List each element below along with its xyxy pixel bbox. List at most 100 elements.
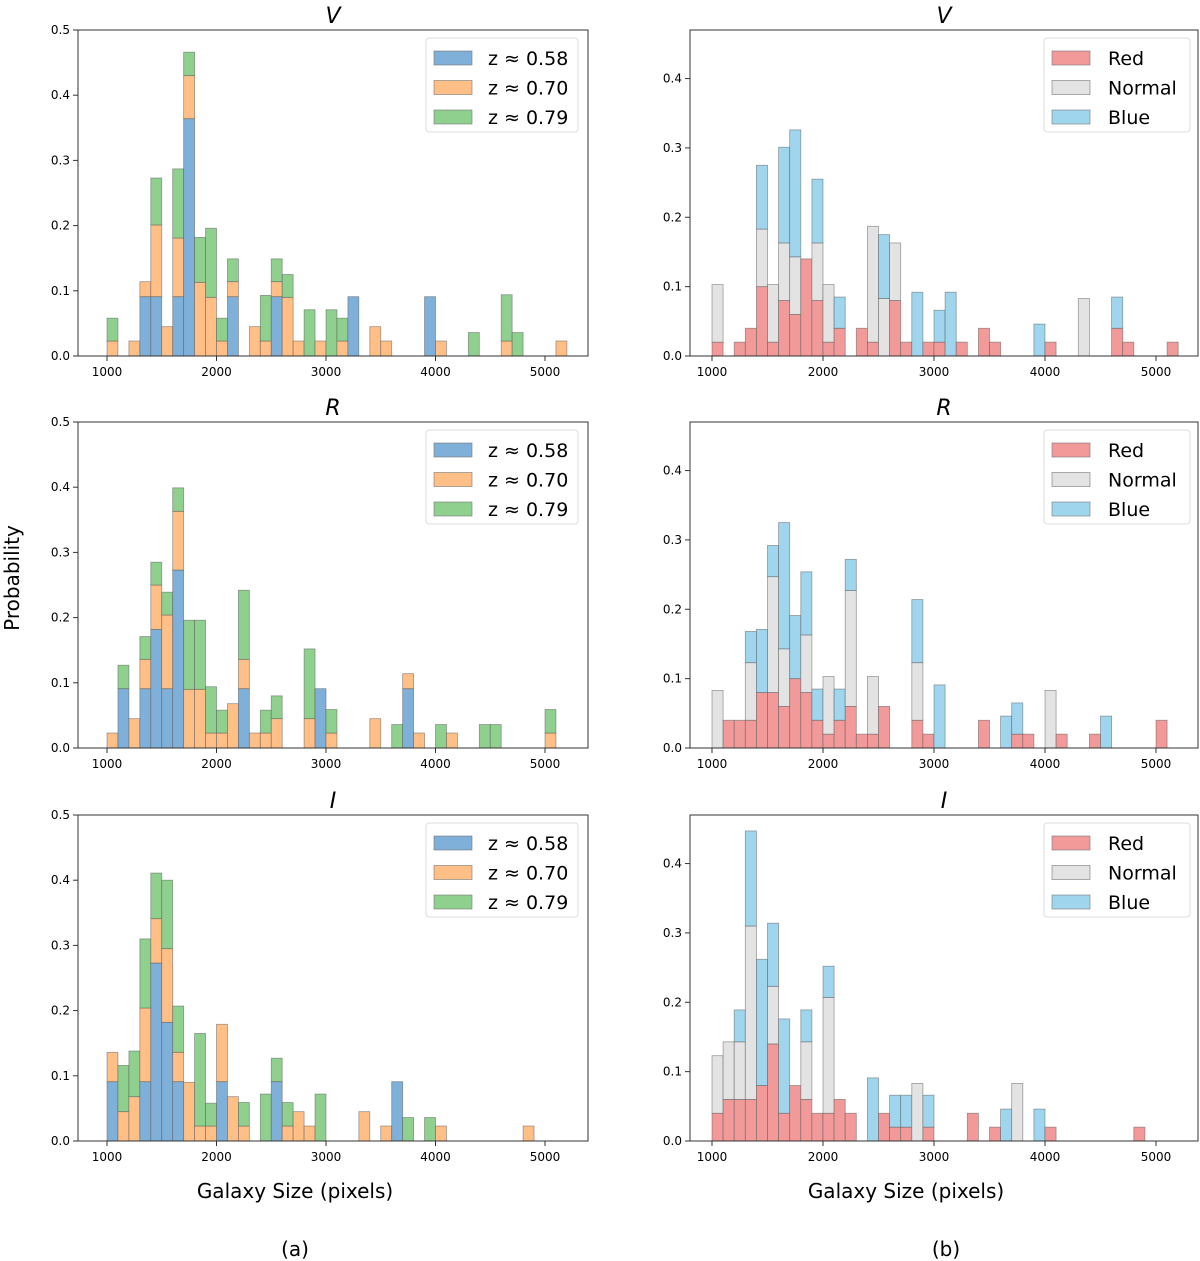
bar-segment xyxy=(1000,1108,1013,1142)
x-tick-label: 5000 xyxy=(1141,1150,1172,1164)
x-axis-label: Galaxy Size (pixels) xyxy=(808,1179,1004,1203)
bar-segment xyxy=(391,1081,404,1142)
bar-segment xyxy=(237,688,250,749)
bar-segment xyxy=(216,340,228,357)
bar-segment xyxy=(756,692,768,749)
x-tick-label: 5000 xyxy=(530,365,561,379)
bar-segment xyxy=(878,1112,891,1142)
bar-segment xyxy=(336,340,349,357)
bar-segment xyxy=(833,719,846,749)
legend-label: Normal xyxy=(1108,863,1177,885)
bar-segment xyxy=(500,294,513,342)
bar-segment xyxy=(402,688,414,749)
bar-segment xyxy=(1044,1126,1057,1142)
bar-segment xyxy=(900,1094,913,1128)
bar-segment xyxy=(944,291,957,357)
bar-segment xyxy=(391,724,404,749)
bar-segment xyxy=(369,326,382,357)
bar-segment xyxy=(489,724,502,749)
y-tick-label: 0.2 xyxy=(51,611,70,625)
bar-segment xyxy=(789,678,802,749)
bar-segment xyxy=(844,590,857,707)
bar-segment xyxy=(150,177,163,226)
bar-segment xyxy=(811,719,824,749)
bar-segment xyxy=(555,340,568,357)
x-tick-label: 2000 xyxy=(808,757,839,771)
bar-segment xyxy=(733,1041,746,1100)
bar-segment xyxy=(778,1112,791,1142)
bar-segment xyxy=(833,688,846,721)
legend-label: z ≈ 0.79 xyxy=(488,107,568,129)
bar-segment xyxy=(911,1083,924,1142)
bar-segment xyxy=(303,718,316,749)
x-tick-label: 1000 xyxy=(92,1150,123,1164)
bar-segment xyxy=(844,1112,857,1142)
bar-segment xyxy=(1089,733,1101,749)
bar-segment xyxy=(778,705,791,749)
x-tick-label: 1000 xyxy=(697,365,728,379)
bar-segment xyxy=(172,1005,185,1053)
bar-segment xyxy=(733,1009,746,1043)
bar-segment xyxy=(878,234,891,299)
bar-segment xyxy=(867,341,879,357)
bar-segment xyxy=(544,732,557,749)
bar-segment xyxy=(435,724,447,749)
bar-segment xyxy=(150,872,163,920)
bar-segment xyxy=(789,313,802,357)
y-tick-label: 0.1 xyxy=(51,676,70,690)
bar-segment xyxy=(117,688,130,749)
legend-swatch xyxy=(433,472,473,487)
bar-segment xyxy=(789,1085,802,1142)
bar-segment xyxy=(216,1023,228,1083)
bar-segment xyxy=(756,164,768,230)
y-tick-label: 0.3 xyxy=(663,141,682,155)
bar-segment xyxy=(128,1096,141,1142)
panel-title: V xyxy=(936,4,953,29)
bar-segment xyxy=(325,309,338,357)
bar-segment xyxy=(1033,1108,1046,1142)
bar-segment xyxy=(237,1125,250,1142)
bar-segment xyxy=(978,327,990,357)
y-tick-label: 0.0 xyxy=(663,1134,682,1148)
legend-swatch xyxy=(1051,894,1091,910)
bar-segment xyxy=(106,340,119,357)
legend-swatch xyxy=(433,501,473,517)
bar-segment xyxy=(844,705,857,749)
bar-segment xyxy=(237,1102,250,1127)
bar-segment xyxy=(237,658,250,690)
bar-segment xyxy=(205,227,217,298)
bar-segment xyxy=(139,938,152,1009)
bar-segment xyxy=(900,1126,913,1142)
x-tick-label: 4000 xyxy=(1030,757,1061,771)
legend-label: z ≈ 0.70 xyxy=(488,78,568,100)
x-tick-label: 3000 xyxy=(919,365,950,379)
y-tick-label: 0.0 xyxy=(51,741,70,755)
bar-segment xyxy=(194,1033,206,1127)
bar-segment xyxy=(767,545,780,578)
legend-label: Blue xyxy=(1108,499,1150,521)
bar-segment xyxy=(194,236,206,283)
axes-frame xyxy=(77,29,589,357)
y-tick-label: 0.1 xyxy=(51,284,70,298)
bar-segment xyxy=(900,341,913,357)
bar-segment xyxy=(822,733,835,749)
legend-swatch xyxy=(1051,472,1091,487)
x-tick-label: 1000 xyxy=(92,757,123,771)
bar-segment xyxy=(822,676,835,735)
bar-segment xyxy=(867,1077,879,1142)
bar-segment xyxy=(139,296,152,357)
bar-segment xyxy=(889,242,902,301)
y-tick-label: 0.0 xyxy=(51,349,70,363)
y-tick-label: 0.2 xyxy=(51,1004,70,1018)
bar-segment xyxy=(467,332,480,357)
bar-segment xyxy=(216,709,228,734)
bar-segment xyxy=(922,1094,935,1128)
bar-segment xyxy=(139,1081,152,1142)
bar-segment xyxy=(259,732,272,749)
bar-segment xyxy=(822,997,835,1114)
y-tick-label: 0.0 xyxy=(51,1134,70,1148)
x-tick-label: 1000 xyxy=(92,365,123,379)
bar-segment xyxy=(259,1093,272,1142)
bar-segment xyxy=(194,688,206,749)
bar-segment xyxy=(227,281,239,298)
